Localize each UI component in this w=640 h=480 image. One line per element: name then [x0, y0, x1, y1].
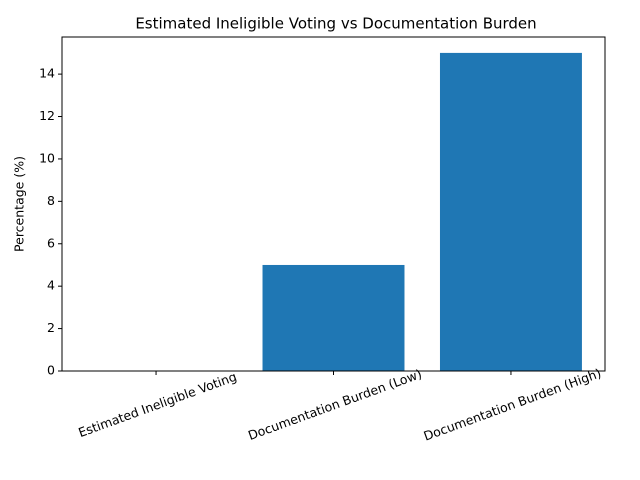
bar — [262, 264, 405, 371]
chart-title: Estimated Ineligible Voting vs Documenta… — [135, 15, 536, 33]
plot-frame — [61, 36, 606, 372]
y-tick-label: 12 — [39, 108, 55, 123]
x-tick-label: Documentation Burden (High) — [422, 365, 604, 443]
y-tick-label: 4 — [47, 278, 55, 293]
bar — [439, 52, 582, 372]
y-tick-label: 14 — [39, 66, 55, 81]
x-tick-label: Documentation Burden (Low) — [246, 366, 424, 443]
y-axis-label: Percentage (%) — [12, 156, 27, 252]
y-tick-label: 2 — [47, 320, 55, 335]
y-tick-label: 10 — [39, 150, 55, 165]
x-tick-label: Estimated Ineligible Voting — [76, 369, 238, 440]
y-tick-label: 8 — [47, 193, 55, 208]
y-tick-label: 0 — [47, 363, 55, 378]
y-tick-label: 6 — [47, 235, 55, 250]
